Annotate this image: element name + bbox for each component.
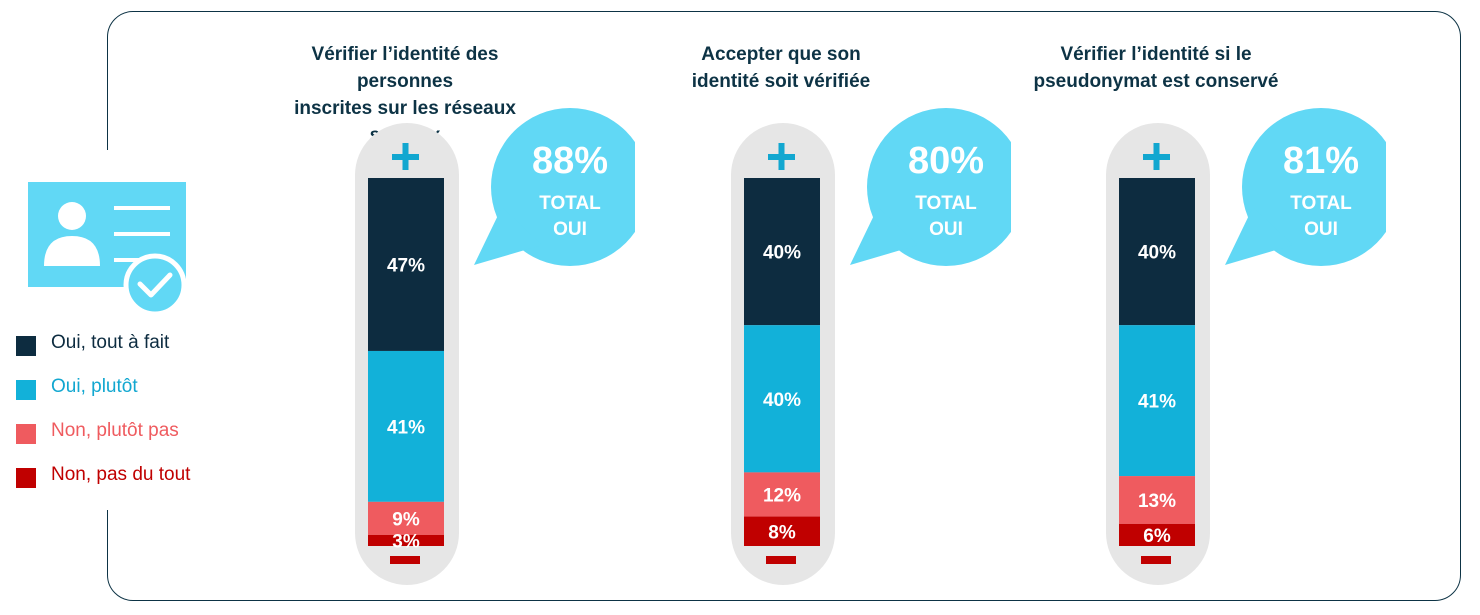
legend-swatch — [16, 380, 36, 400]
plus-icon — [392, 143, 419, 170]
chart-title-line: Accepter que son — [701, 44, 861, 65]
stacked-bar-chart: 47% 41% 9%3% 88% TOTAL OUI — [355, 108, 635, 585]
chart-title-line: pseudonymat est conservé — [1033, 71, 1279, 92]
data-label: 9% — [392, 509, 420, 530]
total-label: OUI — [929, 219, 963, 240]
chart-title-line: Vérifier l’identité des personnes — [311, 44, 499, 92]
chart-panel-2: Accepter que son identité soit vérifiée … — [651, 0, 1011, 615]
bar-segment — [368, 534, 444, 546]
data-label: 40% — [763, 243, 801, 264]
total-bubble — [850, 108, 1011, 266]
total-label: TOTAL — [1290, 193, 1352, 214]
total-value: 81% — [1283, 140, 1359, 182]
bar-segment — [1119, 476, 1195, 524]
legend-label: Oui, plutôt — [51, 376, 138, 397]
data-label: 8% — [768, 522, 796, 543]
bar-segment — [1119, 178, 1195, 326]
bar-segment — [368, 178, 444, 351]
chart-panel-1: Vérifier l’identité des personnes inscri… — [275, 0, 635, 615]
legend-swatch — [16, 424, 36, 444]
chart-title-line: identité soit vérifiée — [691, 71, 871, 92]
minus-icon — [1141, 556, 1171, 564]
bar-segment — [744, 178, 820, 326]
total-label: TOTAL — [915, 193, 977, 214]
total-bubble — [474, 108, 635, 266]
plus-icon — [1143, 143, 1170, 170]
data-label: 40% — [763, 390, 801, 411]
total-label: TOTAL — [539, 193, 601, 214]
minus-icon — [390, 556, 420, 564]
plus-icon — [768, 143, 795, 170]
bar-segment — [744, 325, 820, 473]
data-label: 40% — [1138, 243, 1176, 264]
stacked-bar-chart: 40% 41% 13% 6% 81% TOTAL OUI — [1106, 108, 1386, 585]
chart-title: Accepter que son identité soit vérifiée — [651, 41, 911, 95]
legend-label: Oui, tout à fait — [51, 332, 170, 353]
legend-swatch — [16, 336, 36, 356]
total-bubble — [1225, 108, 1386, 266]
id-card-check-icon — [28, 182, 187, 315]
data-label: 13% — [1138, 491, 1176, 512]
chart-title-line: Vérifier l’identité si le — [1060, 44, 1252, 65]
data-label: 47% — [387, 255, 425, 276]
data-label: 41% — [1138, 392, 1176, 413]
data-label: 3% — [392, 531, 420, 552]
bar-segment — [368, 501, 444, 535]
bar-segment — [1119, 523, 1195, 546]
data-label: 12% — [763, 485, 801, 506]
bar-segment — [368, 350, 444, 502]
total-value: 80% — [908, 140, 984, 182]
bar-segment — [744, 472, 820, 517]
legend-label: Non, plutôt pas — [51, 420, 179, 441]
legend-label: Non, pas du tout — [51, 464, 191, 485]
legend-swatch — [16, 468, 36, 488]
total-label: OUI — [553, 219, 587, 240]
minus-icon — [766, 556, 796, 564]
chart-panel-3: Vérifier l’identité si le pseudonymat es… — [1026, 0, 1386, 615]
bar-segment — [744, 516, 820, 546]
bar-segment — [1119, 325, 1195, 477]
data-label: 41% — [387, 417, 425, 438]
chart-title: Vérifier l’identité si le pseudonymat es… — [1026, 41, 1286, 95]
data-label: 6% — [1143, 526, 1171, 547]
total-label: OUI — [1304, 219, 1338, 240]
stacked-bar-chart: 40% 40% 12% 8% 80% TOTAL OUI — [731, 108, 1011, 585]
total-value: 88% — [532, 140, 608, 182]
